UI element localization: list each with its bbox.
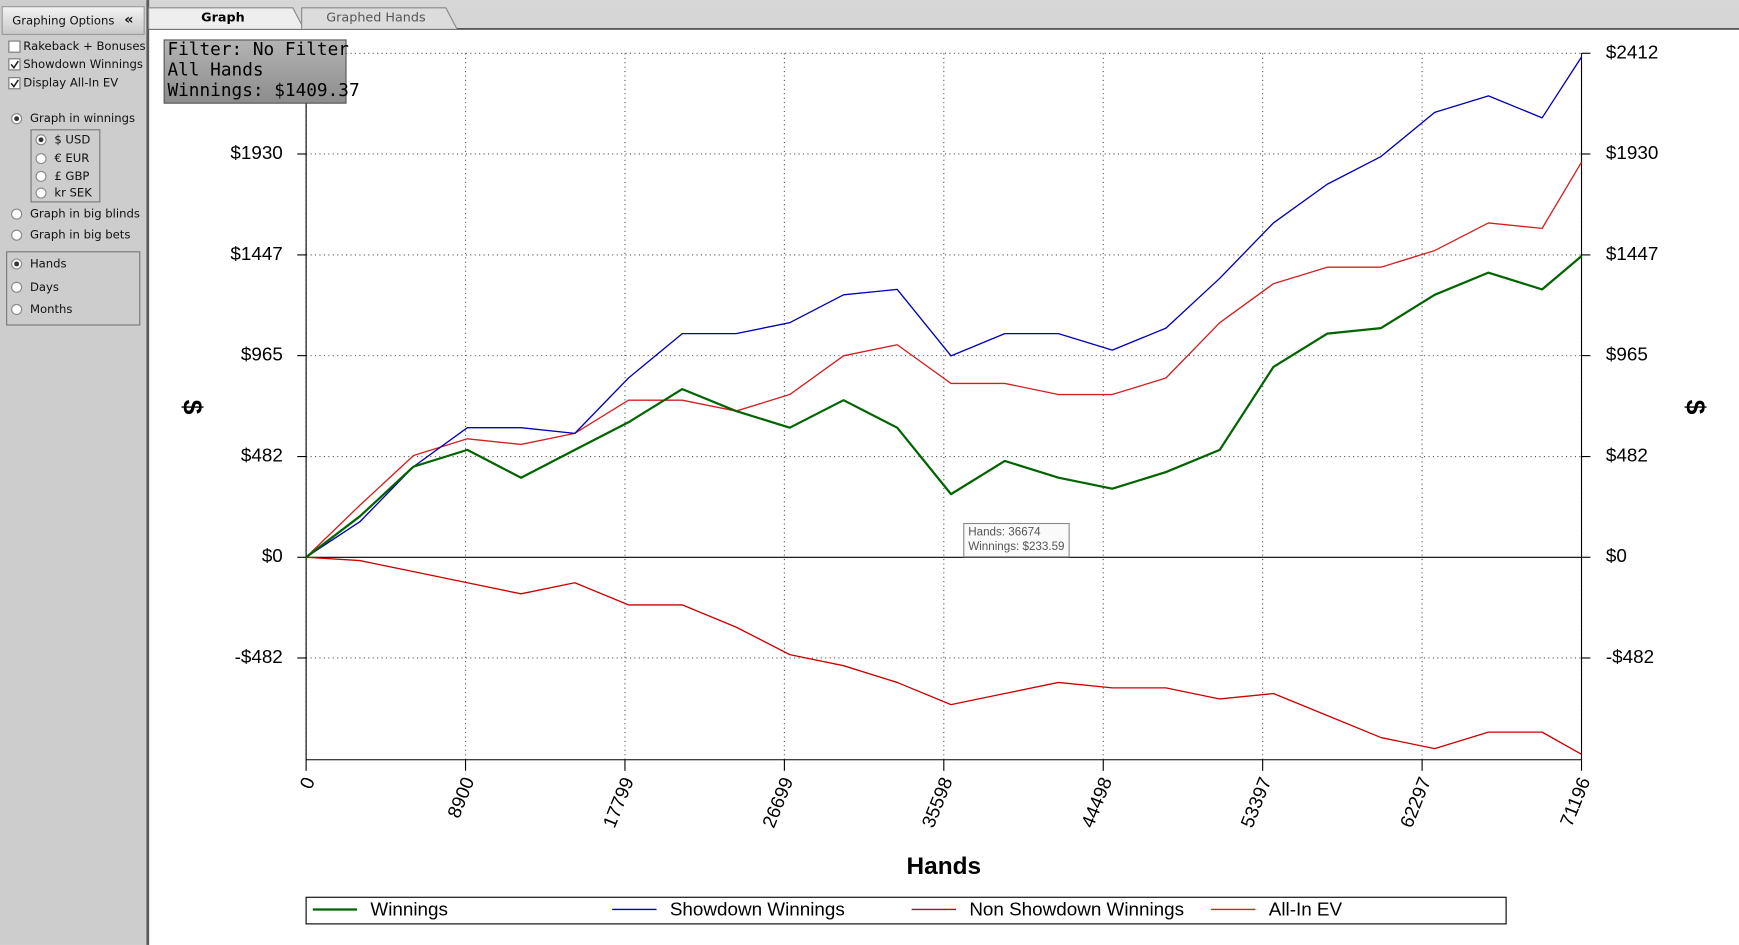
radio-circle[interactable]	[11, 303, 23, 316]
radio-label[interactable]: £ GBP	[54, 169, 89, 183]
checkbox[interactable]: Showdown Winnings	[8, 57, 143, 71]
legend-label: Showdown Winnings	[670, 899, 845, 920]
y-tick-label: $1447	[230, 243, 282, 264]
radio-circle[interactable]	[11, 229, 23, 241]
tab[interactable]	[148, 7, 305, 30]
series-line	[305, 161, 1583, 558]
checkbox[interactable]: Display All-In EV	[8, 76, 118, 90]
series-line	[306, 556, 1582, 755]
filter-text: All Hands	[167, 60, 263, 80]
radio[interactable]: Graph in big blinds	[11, 207, 140, 221]
checkbox-label[interactable]: Rakeback + Bonuses	[23, 39, 145, 53]
tooltip-text: Hands: 36674	[968, 525, 1041, 538]
legend-label: Non Showdown Winnings	[969, 899, 1184, 920]
checkbox-label[interactable]: Display All-In EV	[23, 76, 118, 90]
sidebar: Graphing Options « Rakeback + Bonuses Sho…	[0, 0, 150, 945]
radio[interactable]: € EUR	[35, 151, 89, 165]
collapse-button[interactable]: «	[124, 12, 133, 28]
checkbox-box[interactable]	[8, 40, 21, 53]
y2-tick-label: $2412	[1606, 41, 1658, 62]
radio[interactable]: Days	[11, 280, 59, 294]
radio-label[interactable]: kr SEK	[54, 186, 92, 200]
radio[interactable]: kr SEK	[35, 186, 92, 200]
radio[interactable]: $ USD	[35, 132, 90, 146]
y2-tick-label: $482	[1606, 445, 1648, 466]
legend-label: All-In EV	[1269, 899, 1343, 920]
tooltip-text: Winnings: $233.59	[968, 540, 1064, 553]
checkbox-box[interactable]	[8, 58, 21, 71]
check-mark[interactable]	[10, 79, 19, 88]
tab-label[interactable]: Graphed Hands	[326, 10, 426, 25]
radio[interactable]: £ GBP	[35, 169, 89, 183]
y2-tick-label: $1447	[1606, 243, 1658, 264]
radio-label[interactable]: Graph in big bets	[30, 228, 130, 242]
radio-dot[interactable]	[14, 116, 20, 122]
radio-circle[interactable]	[11, 281, 23, 293]
radio-circle[interactable]	[11, 208, 23, 220]
legend	[305, 896, 1507, 925]
radio-label[interactable]: $ USD	[54, 132, 90, 146]
series-line	[305, 255, 1583, 559]
y-axis-label: $	[178, 400, 208, 415]
filter-box	[163, 39, 347, 104]
y-tick-label: $965	[241, 344, 283, 365]
filter-text: Filter: No Filter	[167, 40, 349, 60]
y2-tick-label: $0	[1606, 545, 1627, 566]
currency-group	[30, 129, 101, 203]
radio-dot[interactable]	[38, 137, 44, 143]
x-axis-label: Hands	[907, 853, 982, 880]
tab-label[interactable]: Graph	[201, 10, 245, 25]
series-line	[305, 56, 1583, 558]
tab[interactable]	[301, 7, 458, 30]
y-tick-label: $0	[262, 545, 283, 566]
sidebar-border	[146, 0, 150, 945]
legend-label: Winnings	[370, 899, 448, 920]
y2-tick-label: $1930	[1606, 142, 1658, 163]
y2-axis-label: $	[1680, 400, 1710, 415]
radio[interactable]: Hands	[11, 256, 67, 270]
y2-tick-label: $965	[1606, 344, 1648, 365]
y-tick-label: $1930	[230, 142, 282, 163]
radio[interactable]: Months	[11, 302, 73, 316]
radio-circle[interactable]	[35, 153, 47, 165]
checkbox[interactable]: Rakeback + Bonuses	[8, 39, 146, 53]
check-mark[interactable]	[10, 60, 19, 69]
checkbox-box[interactable]	[8, 77, 21, 90]
radio[interactable]: Graph in winnings	[11, 111, 135, 125]
radio[interactable]: Graph in big bets	[11, 228, 131, 242]
y-tick-label: $482	[241, 445, 283, 466]
radio-label[interactable]: Graph in big blinds	[30, 207, 140, 221]
checkbox-label[interactable]: Showdown Winnings	[23, 57, 143, 71]
radio-dot[interactable]	[14, 261, 20, 267]
radio-circle[interactable]	[35, 187, 47, 199]
filter-text: Winnings: $1409.37	[167, 81, 359, 101]
radio-label[interactable]: Graph in winnings	[30, 111, 135, 125]
y2-tick-label: -$482	[1606, 646, 1654, 667]
tooltip	[963, 522, 1070, 558]
radio-label[interactable]: Months	[30, 302, 73, 316]
radio-label[interactable]: Hands	[30, 256, 67, 270]
y-tick-label: -$482	[235, 646, 283, 667]
axis-mode-group	[6, 251, 141, 326]
sidebar-header	[1, 6, 145, 35]
radio-circle[interactable]	[35, 170, 47, 182]
sidebar-bg	[0, 0, 147, 945]
sidebar-title: Graphing Options	[12, 14, 114, 28]
radio-label[interactable]: € EUR	[54, 151, 89, 165]
radio-label[interactable]: Days	[30, 280, 59, 294]
